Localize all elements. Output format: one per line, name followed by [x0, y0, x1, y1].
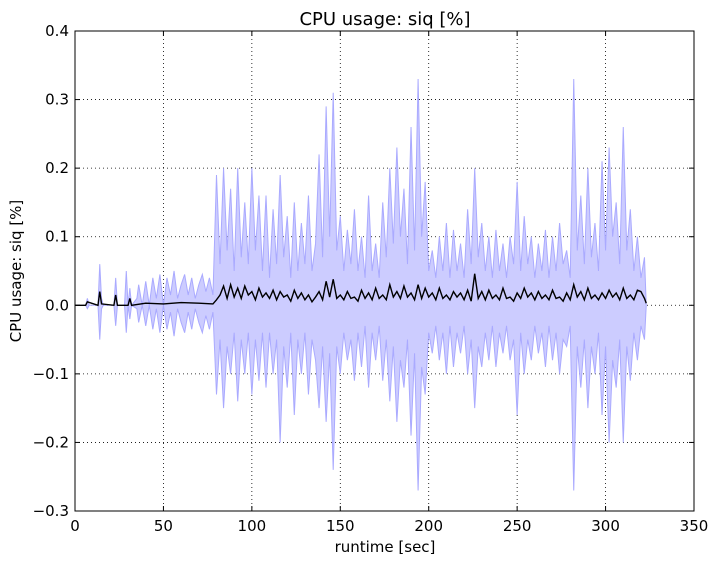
mean-line — [75, 273, 647, 307]
ticks — [74, 30, 695, 512]
x-tick-label: 300 — [591, 517, 620, 535]
x-tick-label: 200 — [414, 517, 443, 535]
x-tick-labels: 0 50 100 150 200 250 300 350 — [70, 517, 708, 535]
x-axis-label: runtime [sec] — [335, 538, 436, 556]
plot-frame — [74, 30, 695, 512]
x-tick-label: 50 — [154, 517, 173, 535]
y-tick-label: 0.1 — [45, 228, 69, 246]
y-tick-labels: −0.3 −0.2 −0.1 0.0 0.1 0.2 0.3 0.4 — [33, 22, 69, 520]
x-tick-label: 100 — [238, 517, 267, 535]
y-tick-label: 0.2 — [45, 159, 69, 177]
y-tick-label: 0.4 — [45, 22, 69, 40]
y-tick-label: 0.0 — [45, 296, 69, 314]
x-tick-label: 150 — [326, 517, 355, 535]
y-tick-label: −0.3 — [33, 502, 69, 520]
y-tick-label: −0.2 — [33, 433, 69, 451]
y-axis-label: CPU usage: siq [%] — [7, 200, 25, 343]
y-tick-label: −0.1 — [33, 365, 69, 383]
std-band — [75, 78, 647, 491]
chart-title: CPU usage: siq [%] — [299, 9, 470, 30]
x-tick-label: 350 — [680, 517, 709, 535]
x-tick-label: 250 — [503, 517, 532, 535]
y-tick-label: 0.3 — [45, 91, 69, 109]
x-tick-label: 0 — [70, 517, 80, 535]
